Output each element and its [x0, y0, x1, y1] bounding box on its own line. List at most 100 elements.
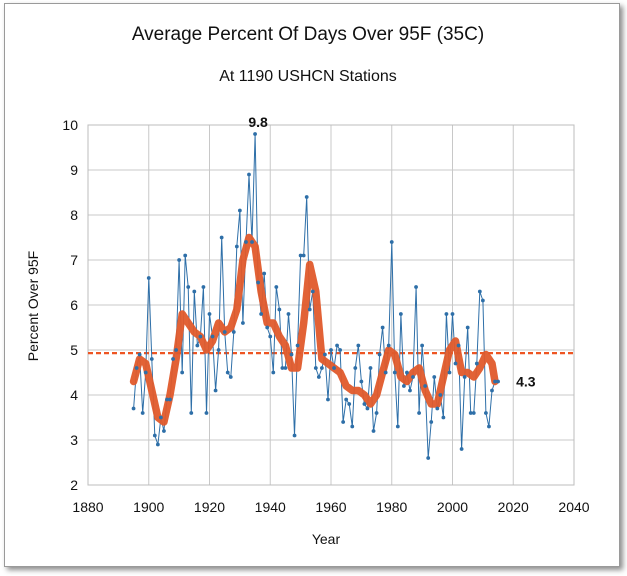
annual-data-point [168, 397, 172, 402]
annual-data-point [198, 334, 203, 339]
annual-data-point [368, 366, 373, 370]
annual-data-point [359, 379, 364, 384]
annual-data-point [332, 366, 336, 370]
annual-data-point [356, 343, 361, 348]
annual-data-point [465, 325, 470, 330]
y-tick-label: 6 [70, 297, 78, 313]
y-tick-label: 2 [70, 477, 78, 493]
annual-data-point [423, 384, 428, 388]
annual-data-point [292, 433, 297, 438]
annotation-label: 4.3 [516, 374, 536, 390]
annual-data-point [319, 366, 324, 370]
annual-data-point [171, 357, 175, 361]
annual-data-point [149, 357, 154, 361]
annual-data-point [134, 366, 139, 370]
annual-data-point [347, 402, 352, 406]
annual-data-point [271, 370, 276, 375]
annual-data-point [353, 366, 358, 370]
x-tick-label: 1880 [72, 499, 103, 515]
annual-data-point [453, 361, 458, 366]
annual-data-point [195, 343, 200, 348]
annual-data-point [146, 276, 151, 280]
y-tick-label: 7 [70, 252, 78, 268]
annual-data-point [490, 388, 494, 393]
annual-data-point [234, 244, 239, 249]
annual-data-point [268, 334, 273, 339]
annual-data-point [383, 370, 388, 375]
annual-data-point [216, 348, 221, 352]
x-axis-ticks: 1880 1900 1920 1940 1960 1980 2000 2020 2040 [72, 499, 589, 515]
chart-subtitle: At 1190 USHCN Stations [219, 68, 397, 85]
annual-data-point [493, 379, 497, 384]
x-tick-label: 1920 [194, 499, 225, 515]
y-axis-ticks: 2 3 4 5 6 7 8 9 10 [62, 117, 78, 493]
annual-data-point [280, 366, 285, 370]
annual-data-point [398, 312, 403, 316]
annual-data-point [301, 253, 306, 258]
annual-data-point [441, 415, 446, 420]
x-axis-label: Year [312, 531, 341, 547]
annual-data-point [274, 285, 279, 289]
annual-data-point [429, 420, 434, 424]
annual-data-point [362, 402, 367, 406]
annual-data-point [207, 312, 212, 316]
x-tick-label: 1980 [376, 499, 407, 515]
annual-data-point [143, 370, 148, 375]
annual-data-point [140, 411, 145, 415]
annual-data-point [210, 334, 215, 339]
annual-data-point [377, 352, 382, 357]
annual-data-point [247, 172, 251, 177]
annual-data-point [304, 195, 309, 199]
annual-data-point [286, 312, 291, 316]
annual-data-point [444, 312, 449, 316]
annual-data-point [253, 132, 257, 136]
annual-data-point [484, 411, 488, 415]
annual-data-point [259, 312, 264, 316]
y-tick-label: 10 [62, 117, 78, 133]
annual-data-point [389, 240, 394, 244]
annual-data-point [338, 348, 343, 352]
annual-data-point [310, 289, 315, 294]
x-tick-label: 1960 [315, 499, 346, 515]
annual-data-point [283, 366, 288, 370]
x-tick-label: 2020 [498, 499, 529, 515]
annual-data-point [177, 258, 182, 262]
annual-data-point [295, 343, 300, 348]
annotations: 9.8 4.3 [248, 114, 535, 390]
annual-data-point [289, 352, 294, 357]
annual-data-point [162, 429, 166, 433]
annual-data-point [374, 411, 379, 415]
annual-data-point [480, 298, 485, 303]
annual-data-point [307, 307, 312, 312]
annual-data-point [165, 397, 169, 402]
annual-data-point [395, 424, 400, 429]
annual-data-point [371, 429, 376, 433]
annual-data-point [174, 348, 178, 352]
annual-data-point [432, 375, 437, 379]
annual-data-point [350, 424, 355, 429]
annual-data-point [450, 312, 455, 316]
annual-data-point [159, 415, 163, 420]
annual-data-point [462, 375, 467, 379]
annual-data-point [459, 447, 464, 451]
annual-data-point [329, 348, 333, 352]
annual-data-point [189, 411, 194, 415]
x-tick-label: 1940 [255, 499, 286, 515]
annual-data-point [411, 375, 415, 379]
annual-data-point [237, 208, 242, 213]
annual-data-point [344, 397, 349, 402]
annual-data-point [405, 370, 409, 375]
y-tick-label: 3 [70, 432, 78, 448]
y-tick-label: 4 [70, 387, 78, 403]
y-axis-label: Percent Over 95F [25, 251, 41, 362]
annual-data-point [471, 411, 476, 415]
x-tick-label: 2040 [558, 499, 589, 515]
annual-data-point [365, 406, 370, 411]
annual-data-point [468, 411, 473, 415]
annual-data-point [474, 361, 479, 366]
annual-data-point [204, 411, 209, 415]
annual-data-point [228, 375, 233, 379]
annual-data-point [213, 388, 218, 393]
annual-data-point [219, 235, 224, 240]
